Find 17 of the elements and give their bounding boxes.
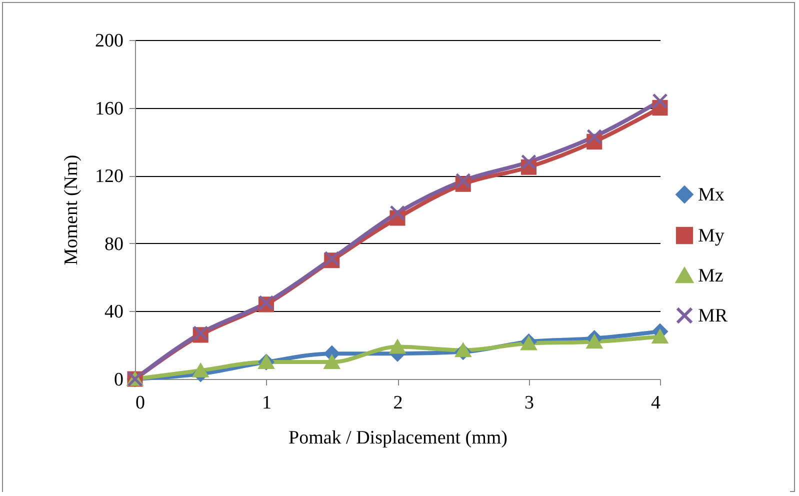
legend-label: Mx: [698, 184, 725, 206]
x-axis-title: Pomak / Displacement (mm): [288, 428, 508, 448]
y-tick-label: 0: [114, 370, 124, 390]
x-tick-label: 2: [393, 392, 403, 414]
legend-label: MR: [698, 306, 728, 326]
legend-label: Mz: [698, 266, 724, 286]
x-tick-label: 4: [651, 392, 661, 414]
x-tick-label: 1: [262, 392, 272, 414]
legend-label: My: [698, 226, 725, 246]
y-axis-title: Moment (Nm): [61, 154, 82, 266]
y-tick-label: 160: [95, 98, 124, 120]
x-tick-label: 0: [136, 392, 145, 414]
y-tick-label: 120: [95, 166, 124, 188]
x-tick-label: 3: [524, 392, 534, 414]
y-tick-label: 200: [95, 30, 124, 52]
y-tick-label: 80: [104, 234, 124, 255]
y-tick-label: 40: [104, 302, 124, 323]
